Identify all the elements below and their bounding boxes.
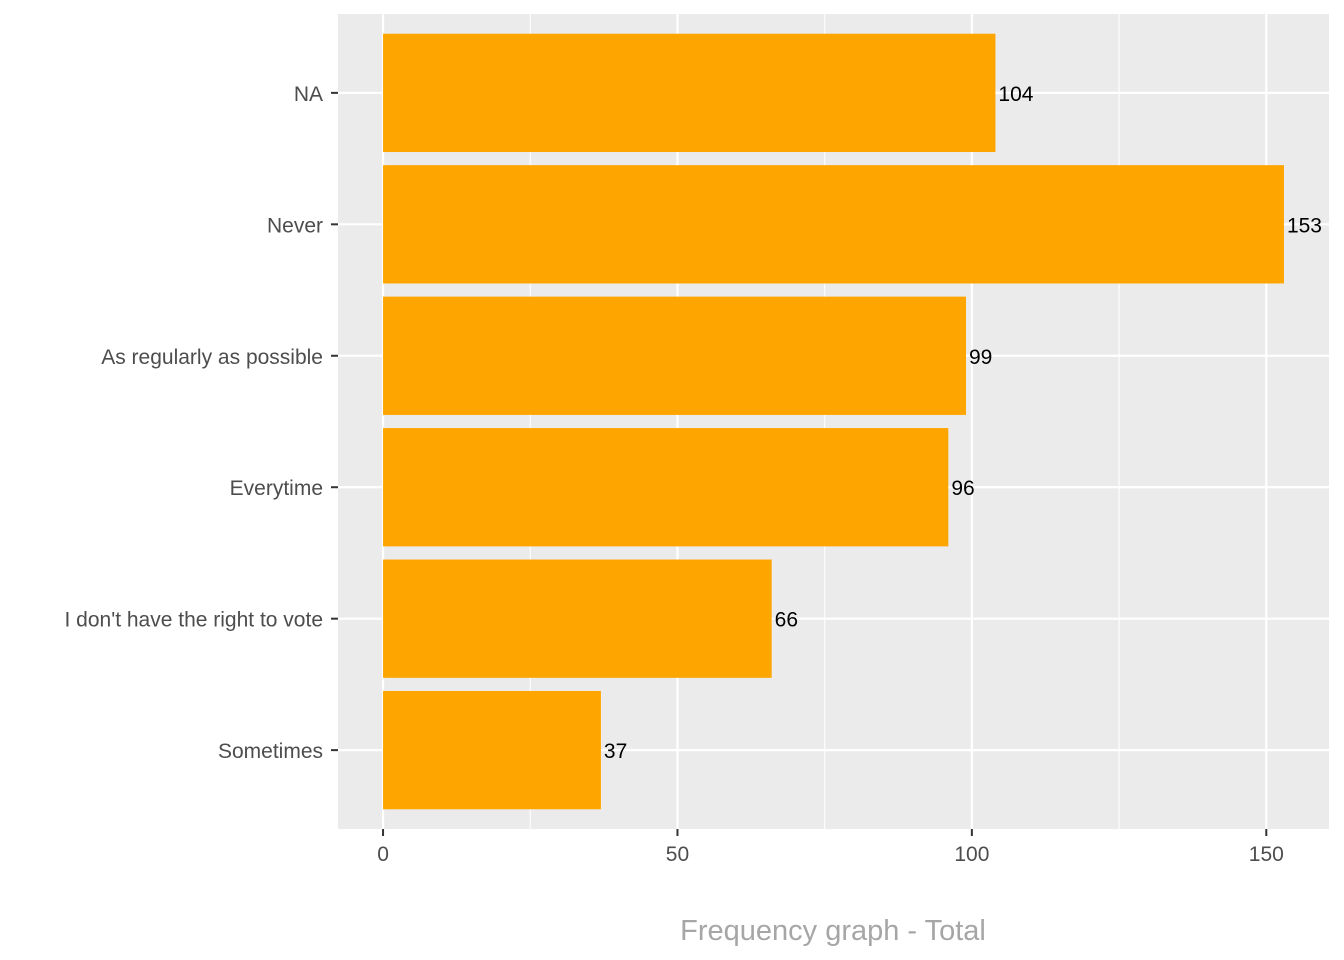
data-label: 153 — [1287, 214, 1322, 237]
x-axis-title: Frequency graph - Total — [680, 915, 986, 947]
data-labels-group: 104 153 99 96 66 37 — [604, 83, 1322, 763]
bars-group — [383, 33, 1284, 810]
y-axis: NA Never As regularly as possible Everytime… — [64, 83, 338, 763]
data-label: 37 — [604, 740, 627, 763]
x-tick-label: 50 — [666, 843, 689, 866]
bar — [383, 296, 966, 415]
bar — [383, 690, 601, 810]
data-label: 104 — [998, 83, 1033, 106]
bar — [383, 165, 1284, 284]
x-tick-label: 0 — [377, 843, 389, 866]
y-tick-label: Never — [267, 214, 323, 237]
data-label: 99 — [969, 346, 992, 369]
data-label: 96 — [951, 477, 974, 500]
x-tick-label: 100 — [954, 843, 989, 866]
bar — [383, 428, 949, 547]
bar — [383, 559, 772, 678]
x-axis: 0 50 100 150 — [377, 829, 1284, 866]
bar — [383, 33, 996, 153]
y-tick-label: I don't have the right to vote — [64, 609, 323, 632]
data-label: 66 — [775, 609, 798, 632]
y-tick-label: Everytime — [230, 477, 323, 500]
y-tick-label: As regularly as possible — [101, 346, 323, 369]
x-tick-label: 150 — [1249, 843, 1284, 866]
y-tick-label: Sometimes — [218, 740, 323, 763]
y-tick-label: NA — [294, 83, 323, 106]
